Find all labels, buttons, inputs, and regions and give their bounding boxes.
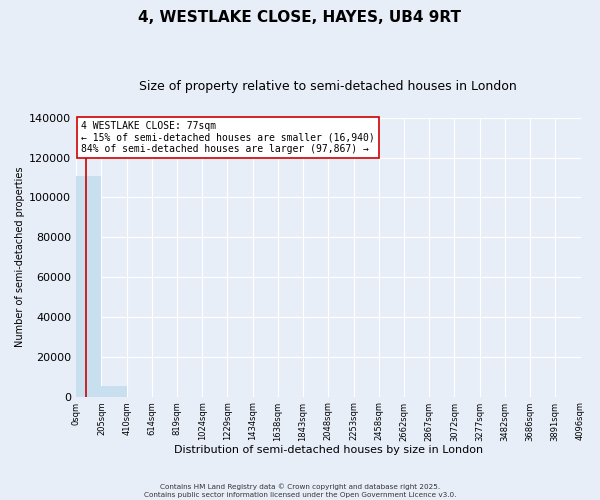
Bar [101,386,127,396]
Text: 4, WESTLAKE CLOSE, HAYES, UB4 9RT: 4, WESTLAKE CLOSE, HAYES, UB4 9RT [139,10,461,25]
Title: Size of property relative to semi-detached houses in London: Size of property relative to semi-detach… [139,80,517,93]
Y-axis label: Number of semi-detached properties: Number of semi-detached properties [15,167,25,348]
Text: 4 WESTLAKE CLOSE: 77sqm
← 15% of semi-detached houses are smaller (16,940)
84% o: 4 WESTLAKE CLOSE: 77sqm ← 15% of semi-de… [81,120,375,154]
X-axis label: Distribution of semi-detached houses by size in London: Distribution of semi-detached houses by … [174,445,483,455]
Bar [76,176,101,396]
Text: Contains HM Land Registry data © Crown copyright and database right 2025.
Contai: Contains HM Land Registry data © Crown c… [144,484,456,498]
